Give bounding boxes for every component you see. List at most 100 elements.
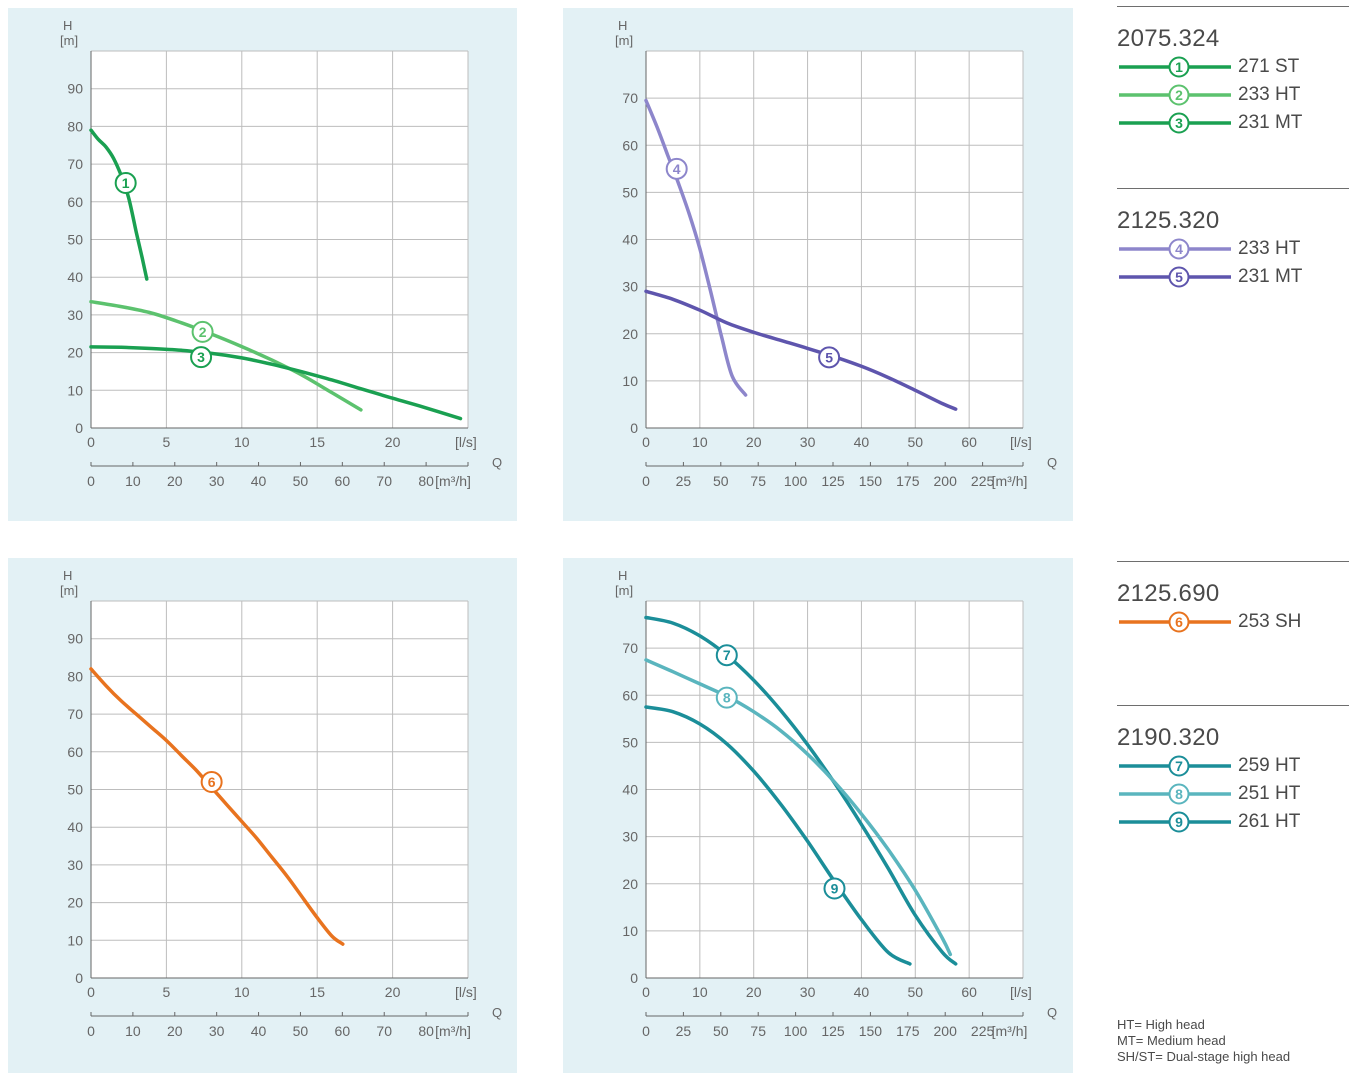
x-tick-label: 30 <box>800 984 816 1000</box>
y-axis-label: H <box>618 18 627 33</box>
secondary-x-tick-label: 70 <box>376 1023 392 1039</box>
y-tick-label: 20 <box>622 326 638 342</box>
legend-item: 8 251 HT <box>1117 780 1349 808</box>
y-tick-label: 90 <box>67 81 83 97</box>
secondary-x-tick-label: 25 <box>676 1023 692 1039</box>
legend-label: 233 HT <box>1238 84 1301 105</box>
legend-line-icon: 9 <box>1119 811 1231 833</box>
secondary-x-tick-label: 175 <box>896 1023 920 1039</box>
legend-title: 2125.690 <box>1117 580 1220 607</box>
y-tick-label: 50 <box>622 184 638 200</box>
y-tick-label: 70 <box>622 90 638 106</box>
legend-label: 231 MT <box>1238 112 1303 133</box>
legend-marker <box>1168 811 1190 833</box>
secondary-x-tick-label: 25 <box>676 473 692 489</box>
legend-marker-number: 1 <box>1175 59 1183 75</box>
legend-divider <box>1117 705 1349 706</box>
y-tick-label: 80 <box>67 118 83 134</box>
y-tick-label: 70 <box>67 706 83 722</box>
legend-marker-number: 2 <box>1175 87 1183 103</box>
y-axis-unit: [m] <box>60 33 78 48</box>
legend-item: 9 261 HT <box>1117 808 1349 836</box>
secondary-x-tick-label: 20 <box>167 473 183 489</box>
legend-marker-number: 9 <box>1175 814 1183 830</box>
x-tick-label: 15 <box>309 434 325 450</box>
y-tick-label: 60 <box>622 137 638 153</box>
curve-6 <box>89 667 345 946</box>
secondary-x-tick-label: 0 <box>87 1023 95 1039</box>
secondary-x-tick-label: 50 <box>713 473 729 489</box>
footnote-line: SH/ST= Dual-stage high head <box>1117 1049 1291 1064</box>
legend-line-icon: 3 <box>1119 112 1231 134</box>
y-tick-label: 30 <box>622 829 638 845</box>
curve-7 <box>644 615 958 966</box>
legend-line-icon: 4 <box>1119 238 1231 260</box>
y-tick-label: 80 <box>67 668 83 684</box>
legend-marker <box>1168 783 1190 805</box>
y-tick-label: 20 <box>67 345 83 361</box>
secondary-x-tick-label: 0 <box>87 473 95 489</box>
legend-item: 7 259 HT <box>1117 752 1349 780</box>
chart-2075-324: H[m] 0 10 20 30 40 50 60 70 80 90 0 5 10 15 20 [l/s] Q 0 10… <box>60 18 502 489</box>
chart-panel-3: H [m] 0 10 20 30 40 50 60 70 80 90 0 5 10 15 20 [l/s] Q 0 10… <box>8 558 517 1073</box>
secondary-x-tick-label: 20 <box>167 1023 183 1039</box>
x-axis-label: Q <box>492 1005 502 1020</box>
curve-marker-7 <box>715 644 738 667</box>
secondary-x-axis-unit: [m³/h] <box>992 473 1028 489</box>
y-tick-label: 60 <box>67 194 83 210</box>
legend-marker <box>1168 112 1190 134</box>
secondary-x-tick-label: 175 <box>896 473 920 489</box>
x-tick-label: 60 <box>961 434 977 450</box>
secondary-x-tick-label: 125 <box>821 1023 845 1039</box>
x-axis-unit: [l/s] <box>1010 984 1032 1000</box>
x-tick-label: 50 <box>907 984 923 1000</box>
secondary-x-axis-unit: [m³/h] <box>435 1023 471 1039</box>
legend-title: 2075.324 <box>1117 25 1220 52</box>
x-tick-label: 20 <box>385 434 401 450</box>
x-axis-label: Q <box>492 455 502 470</box>
legend-marker-number: 8 <box>1175 786 1183 802</box>
legend-label: 271 ST <box>1238 56 1300 77</box>
legend-divider <box>1117 6 1349 7</box>
legend-marker-number: 3 <box>1175 115 1183 131</box>
y-tick-label: 0 <box>630 970 638 986</box>
secondary-x-tick-label: 50 <box>713 1023 729 1039</box>
curve-marker-label: 1 <box>122 175 130 191</box>
x-tick-label: 60 <box>961 984 977 1000</box>
secondary-x-tick-label: 100 <box>784 473 808 489</box>
y-tick-label: 70 <box>67 156 83 172</box>
curve-marker-3 <box>190 346 213 369</box>
secondary-x-tick-label: 10 <box>125 473 141 489</box>
curve-marker-2 <box>191 320 214 343</box>
y-tick-label: 10 <box>622 923 638 939</box>
legend-marker <box>1168 755 1190 777</box>
chart-2190-320: H[m] 0 10 20 30 40 50 60 70 0 10 20 30 40 50 60 [l/s] Q 0 2… <box>615 568 1057 1039</box>
x-tick-label: 20 <box>385 984 401 1000</box>
curve-marker-6 <box>200 770 223 793</box>
curve-2 <box>89 299 363 412</box>
y-tick-label: 30 <box>67 857 83 873</box>
y-tick-label: 10 <box>67 932 83 948</box>
legend-marker-number: 4 <box>1175 241 1183 257</box>
legend-2190-320: 2190.320 7 259 HT 8 251 HT 9 261 HT <box>1117 705 1349 836</box>
y-tick-label: 20 <box>67 895 83 911</box>
legend-label: 261 HT <box>1238 811 1301 832</box>
y-axis-label: H <box>63 568 72 583</box>
legend-marker <box>1168 238 1190 260</box>
y-axis-label: H <box>63 18 72 33</box>
y-tick-label: 0 <box>75 420 83 436</box>
curve-marker-8 <box>715 686 738 709</box>
x-tick-label: 0 <box>87 984 95 1000</box>
curve-3 <box>89 345 463 421</box>
curve-marker-label: 5 <box>825 349 833 365</box>
legend-item: 5 231 MT <box>1117 263 1349 291</box>
x-axis-label: Q <box>1047 455 1057 470</box>
secondary-x-tick-label: 70 <box>376 473 392 489</box>
x-tick-label: 0 <box>642 434 650 450</box>
secondary-x-tick-label: 75 <box>750 473 766 489</box>
y-tick-label: 30 <box>67 307 83 323</box>
x-tick-label: 5 <box>163 434 171 450</box>
y-tick-label: 90 <box>67 631 83 647</box>
secondary-x-tick-label: 150 <box>859 1023 883 1039</box>
legend-label: 231 MT <box>1238 266 1303 287</box>
